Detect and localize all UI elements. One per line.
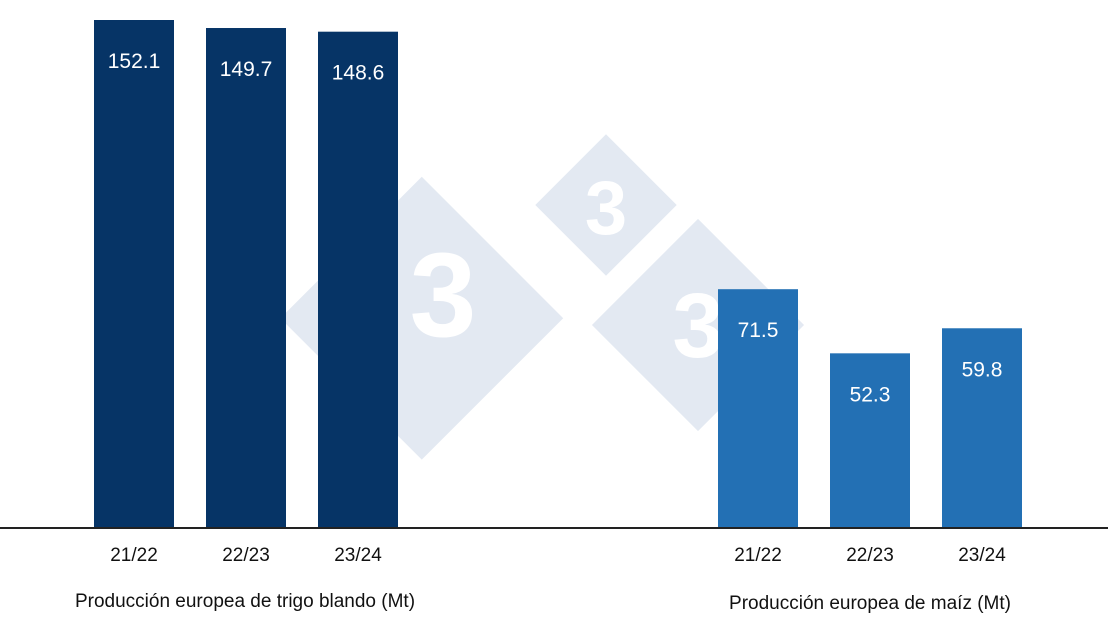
watermark-digit-left: 3 (410, 228, 477, 362)
tick-label-maize-1: 21/22 (734, 545, 782, 566)
data-label-wheat-2: 149.7 (220, 58, 273, 81)
watermark-digit-right: 3 (672, 275, 723, 377)
bar-wheat-1 (94, 20, 174, 528)
tick-label-maize-3: 23/24 (958, 545, 1006, 566)
bar-wheat-2 (206, 28, 286, 529)
group-title-wheat: Producción europea de trigo blando (Mt) (75, 591, 415, 612)
data-label-wheat-1: 152.1 (108, 50, 161, 73)
tick-label-wheat-1: 21/22 (110, 545, 158, 566)
bar-wheat-3 (318, 31, 398, 529)
bar-maize-3 (942, 328, 1022, 528)
data-label-maize-2: 52.3 (850, 383, 891, 406)
tick-label-wheat-2: 22/23 (222, 545, 270, 566)
tick-label-wheat-3: 23/24 (334, 545, 382, 566)
bar-maize-1 (718, 289, 798, 528)
data-label-maize-1: 71.5 (738, 319, 779, 342)
watermark-digit-top: 3 (585, 166, 627, 251)
tick-label-maize-2: 22/23 (846, 545, 894, 566)
bars-layer: 152.1 149.7 148.6 71.5 52.3 59.8 (94, 20, 1022, 529)
group-title-maize: Producción europea de maíz (Mt) (729, 593, 1011, 614)
bar-maize-2 (830, 353, 910, 528)
data-label-wheat-3: 148.6 (332, 62, 385, 85)
tick-labels: 21/22 22/23 23/24 21/22 22/23 23/24 (110, 545, 1006, 566)
data-label-maize-3: 59.8 (962, 358, 1003, 381)
